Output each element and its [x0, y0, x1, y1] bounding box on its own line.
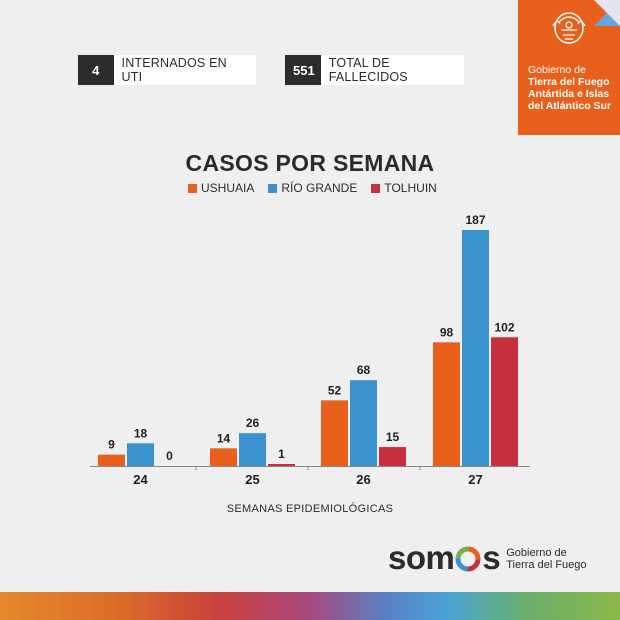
bar-tolhuin-25 — [268, 464, 295, 466]
bar-río-grande-25 — [239, 433, 266, 466]
somos-wordmark: som s — [388, 539, 501, 576]
chart-legend: USHUAIA RÍO GRANDE TOLHUIN — [188, 181, 437, 195]
stat-internados-uti: 4 INTERNADOS EN UTI — [78, 55, 256, 85]
bar-ushuaia-25 — [210, 448, 237, 466]
data-label: 68 — [357, 363, 371, 377]
legend-label: TOLHUIN — [384, 181, 437, 195]
legend-swatch — [371, 183, 381, 193]
brand-text: s — [482, 539, 501, 576]
legend-swatch — [188, 183, 197, 193]
legend-item-ushuaia: USHUAIA — [188, 181, 254, 195]
stat-value: 4 — [78, 55, 114, 85]
x-axis-title: SEMANAS EPIDEMIOLÓGICAS — [226, 503, 394, 515]
stat-label: TOTAL DE FALLECIDOS — [328, 56, 408, 84]
bar-ushuaia-24 — [98, 454, 125, 466]
government-line: Gobierno de — [528, 64, 586, 76]
chart-title: CASOS POR SEMANA — [185, 150, 435, 176]
footer-government: Gobierno de Tierra del Fuego — [506, 547, 586, 571]
bar-tolhuin-26 — [379, 447, 406, 466]
data-label: 52 — [328, 383, 342, 397]
government-badge: Gobierno de Tierra del Fuego Antártida e… — [518, 0, 620, 135]
data-label: 0 — [166, 449, 173, 463]
legend-label: RÍO GRANDE — [281, 181, 358, 195]
bar-río-grande-24 — [127, 443, 154, 466]
data-label: 9 — [108, 438, 115, 452]
data-label: 102 — [494, 320, 514, 334]
stat-total-fallecidos: 551 TOTAL DE FALLECIDOS — [285, 55, 464, 85]
x-tick-label: 26 — [356, 472, 370, 487]
bar-río-grande-26 — [350, 380, 377, 466]
data-label: 14 — [217, 431, 231, 445]
government-name: Gobierno de Tierra del Fuego Antártida e… — [528, 64, 616, 112]
data-label: 1 — [278, 447, 285, 461]
data-label: 26 — [246, 416, 260, 430]
bar-tolhuin-27 — [491, 337, 518, 466]
brand-text: som — [388, 539, 455, 576]
coat-of-arms-icon — [552, 12, 586, 44]
government-line: del Atlántico Sur — [528, 100, 612, 112]
data-label: 187 — [465, 213, 485, 227]
x-tick-label: 24 — [133, 472, 148, 487]
brand-ring-icon — [455, 546, 481, 571]
legend-label: USHUAIA — [201, 181, 255, 195]
color-stripe-decoration — [0, 592, 620, 620]
somos-logo: som s Gobierno de Tierra del Fuego — [388, 541, 587, 574]
corner-fold-decoration — [594, 0, 620, 26]
government-line: Antártida e Islas — [528, 88, 610, 100]
stat-label: INTERNADOS EN UTI — [121, 56, 227, 84]
legend-item-rio-grande: RÍO GRANDE — [268, 181, 357, 195]
data-label: 15 — [386, 430, 400, 444]
government-line: Tierra del Fuego — [528, 76, 610, 88]
bar-río-grande-27 — [462, 230, 489, 466]
x-tick-label: 27 — [468, 472, 482, 487]
legend-item-tolhuin: TOLHUIN — [371, 181, 437, 195]
bar-ushuaia-27 — [433, 342, 460, 466]
bar-ushuaia-26 — [321, 400, 348, 466]
data-label: 98 — [440, 325, 454, 339]
stat-value: 551 — [285, 55, 321, 85]
footer-gov-line: Gobierno de — [506, 546, 567, 559]
footer-gov-line: Tierra del Fuego — [506, 558, 587, 571]
x-tick-label: 25 — [245, 472, 259, 487]
legend-swatch — [268, 183, 278, 193]
data-label: 18 — [134, 426, 148, 440]
